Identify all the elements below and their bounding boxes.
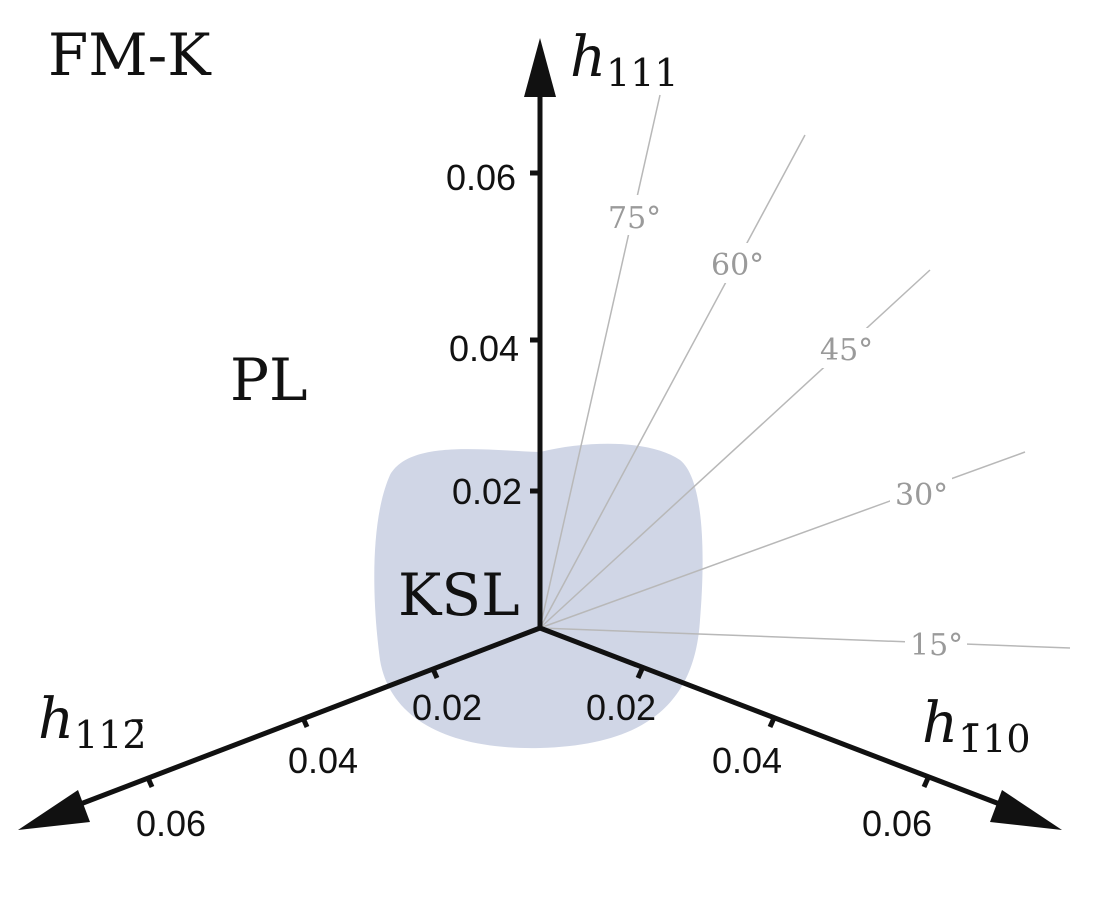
axis-hbar110-label: h1̄10	[922, 691, 1031, 761]
ray-75	[539, 94, 661, 629]
axis-hbar110-line	[539, 625, 1011, 811]
axis-h11bar2-tick-002	[430, 667, 440, 680]
axis-h11bar2-label: h112̄	[38, 687, 147, 757]
axis-h111-label: h111	[570, 25, 679, 95]
axis-hbar110-tick-006	[921, 776, 931, 789]
axis-hbar110-arrowhead	[990, 790, 1062, 830]
axis-h111-tick-label-006: 0.06	[446, 157, 516, 198]
axis-h111-arrowhead	[524, 38, 556, 97]
axis-h111-tick-label-004: 0.04	[449, 328, 519, 369]
axis-h111-subscript: 111	[606, 51, 679, 95]
axis-h11bar2-arrowhead	[18, 790, 90, 830]
axis-h11bar2-tick-label-002: 0.02	[412, 687, 482, 728]
axis-h111: 0.02 0.04 0.06 h111	[446, 25, 679, 628]
axis-hbar110-tick-002	[635, 667, 645, 680]
axis-h111-tick-label-002: 0.02	[452, 471, 522, 512]
angle-label-15: 15°	[910, 628, 963, 663]
axis-h111-symbol: h	[570, 25, 606, 90]
axis-hbar110-tick-label-002: 0.02	[586, 687, 656, 728]
axis-h11bar2-tick-label-006: 0.06	[136, 803, 206, 844]
axis-h11bar2-tick-006	[145, 776, 155, 789]
angle-label-60: 60°	[711, 248, 764, 283]
angle-labels: 75° 60° 45° 30° 15°	[603, 195, 967, 665]
angle-label-45: 45°	[820, 333, 873, 368]
region-label-ksl: KSL	[398, 561, 520, 629]
ray-15	[539, 627, 1071, 649]
axis-hbar110: 0.02 0.04 0.06 h1̄10	[539, 625, 1062, 844]
axis-h11bar2-tick-004	[300, 716, 310, 729]
axis-hbar110-tick-label-006: 0.06	[862, 803, 932, 844]
axis-h11bar2-symbol: h	[38, 687, 74, 752]
axis-hbar110-subscript: 1̄10	[958, 717, 1031, 761]
angle-label-75: 75°	[608, 201, 661, 236]
axis-h11bar2-subscript: 112̄	[74, 713, 147, 757]
axis-hbar110-tick-label-004: 0.04	[712, 740, 782, 781]
axis-hbar110-symbol: h	[922, 691, 958, 756]
region-label-pl: PL	[230, 346, 308, 414]
angle-label-30: 30°	[895, 478, 948, 513]
region-label-fm-k: FM-K	[48, 21, 212, 89]
axis-h11bar2-tick-label-004: 0.04	[288, 740, 358, 781]
ray-60	[539, 134, 806, 629]
axis-h11bar2: 0.02 0.04 0.06 h112̄	[18, 625, 541, 844]
axis-hbar110-tick-004	[767, 716, 777, 729]
